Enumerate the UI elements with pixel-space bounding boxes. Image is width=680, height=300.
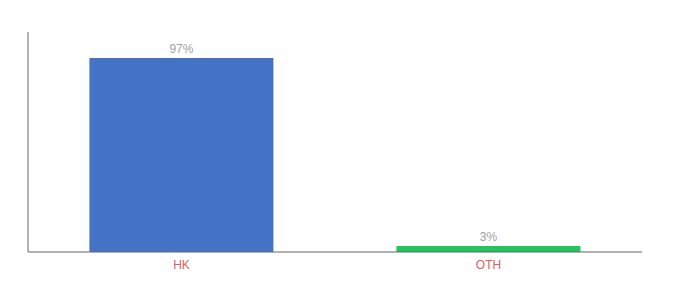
svg-text:OTH: OTH (476, 258, 501, 272)
svg-text:3%: 3% (480, 230, 498, 244)
svg-text:HK: HK (173, 258, 190, 272)
svg-text:97%: 97% (169, 42, 193, 56)
